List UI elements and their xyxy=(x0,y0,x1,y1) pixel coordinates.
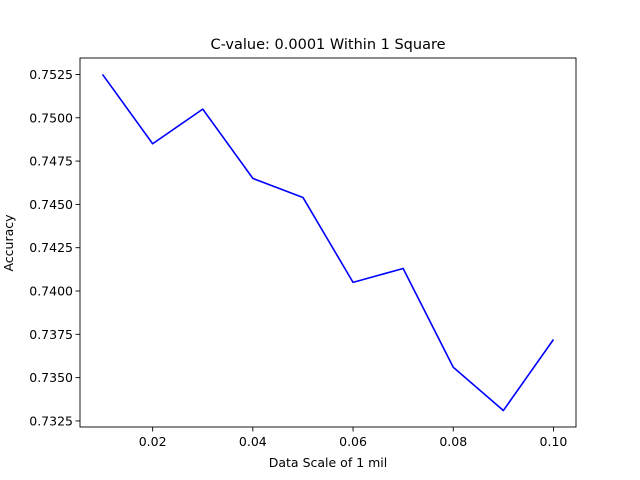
x-tick-label: 0.06 xyxy=(339,434,367,449)
y-tick-label: 0.7400 xyxy=(29,284,73,299)
y-tick-label: 0.7525 xyxy=(29,67,73,82)
y-tick-label: 0.7375 xyxy=(29,327,73,342)
series-line xyxy=(101,73,555,412)
x-tick-label: 0.08 xyxy=(439,434,467,449)
x-tick-label: 0.04 xyxy=(239,434,267,449)
x-tick-label: 0.02 xyxy=(139,434,167,449)
y-tick-label: 0.7500 xyxy=(29,110,73,125)
x-axis: 0.02 0.04 0.06 0.08 0.10 xyxy=(139,427,568,449)
x-tick-label: 0.10 xyxy=(540,434,568,449)
chart-title: C-value: 0.0001 Within 1 Square xyxy=(210,37,445,53)
series-layer xyxy=(101,73,555,412)
y-tick-label: 0.7475 xyxy=(29,154,73,169)
y-tick-label: 0.7450 xyxy=(29,197,73,212)
y-axis: 0.7325 0.7350 0.7375 0.7400 0.7425 0.7450 0.74… xyxy=(29,67,80,428)
x-axis-label: Data Scale of 1 mil xyxy=(269,455,388,470)
y-tick-label: 0.7425 xyxy=(29,240,73,255)
plot-frame xyxy=(79,57,577,428)
y-axis-label: Accuracy xyxy=(1,214,16,272)
y-tick-label: 0.7325 xyxy=(29,413,73,428)
y-tick-label: 0.7350 xyxy=(29,370,73,385)
